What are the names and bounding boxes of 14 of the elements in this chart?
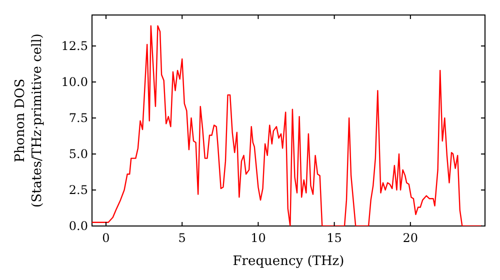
y-axis-title: Phonon DOS (States/THz·primitive cell) [13,33,45,208]
x-tick-label: 10 [250,231,266,245]
y-tick-label: 12.5 [61,39,88,54]
line-series [92,25,483,226]
y-tick-label: 2.5 [68,183,88,198]
y-tick-label: 0.0 [68,219,88,234]
y-tick-label: 10.0 [61,75,88,90]
x-tick-label: 5 [178,231,186,245]
x-axis-title: Frequency (THz) [232,254,344,269]
x-tick-label: 15 [326,231,342,245]
y-tick-label: 5.0 [68,147,88,162]
y-tick-label: 7.5 [68,111,88,126]
x-tick-label: 20 [402,231,418,245]
x-tick-label: 0 [102,231,110,245]
